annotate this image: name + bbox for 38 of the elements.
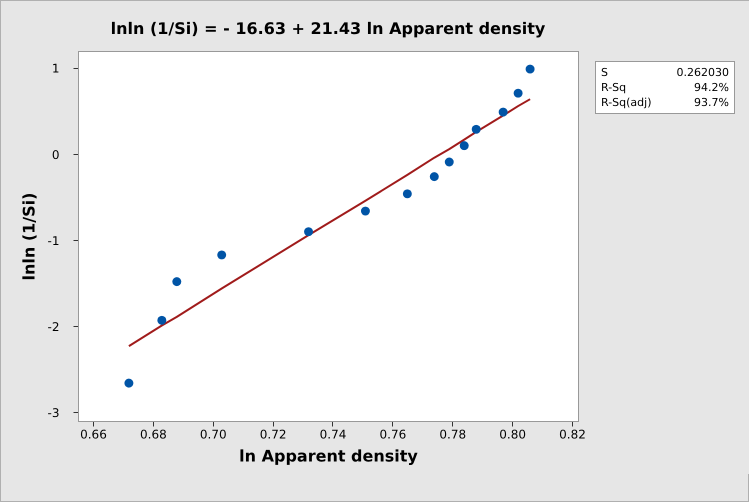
point bbox=[460, 141, 469, 150]
x-tick-label: 0.68 bbox=[140, 428, 167, 442]
y-tick-label: 0 bbox=[52, 148, 60, 162]
x-axis-title: ln Apparent density bbox=[239, 446, 418, 466]
x-tick-label: 0.78 bbox=[439, 428, 466, 442]
x-tick-label: 0.76 bbox=[380, 428, 406, 442]
x-tick-label: 0.82 bbox=[559, 428, 586, 442]
point bbox=[444, 158, 454, 166]
x-tick-label: 0.74 bbox=[320, 428, 346, 442]
x-tick-label: 0.70 bbox=[200, 428, 227, 442]
x-tick-label: 0.66 bbox=[80, 428, 107, 442]
point bbox=[157, 316, 166, 325]
point bbox=[124, 378, 134, 388]
point bbox=[304, 227, 314, 236]
point bbox=[402, 189, 412, 198]
point bbox=[172, 277, 182, 286]
x-tick-label: 0.80 bbox=[499, 428, 526, 442]
point bbox=[360, 206, 370, 216]
y-tick-label: 1 bbox=[52, 62, 60, 76]
text: 94.2% bbox=[694, 80, 729, 95]
text: S bbox=[601, 65, 608, 80]
point bbox=[430, 172, 439, 182]
text: 93.7% bbox=[694, 95, 729, 110]
point bbox=[498, 108, 508, 117]
x-tick-label: 0.72 bbox=[260, 428, 286, 442]
chart-title: lnln (1/Si) = - 16.63 + 21.43 ln Apparent density bbox=[110, 19, 546, 38]
y-tick-label: -3 bbox=[48, 406, 60, 420]
text: R-Sq bbox=[601, 80, 626, 95]
point bbox=[217, 250, 226, 260]
point bbox=[526, 64, 535, 74]
text: 0.262030 bbox=[676, 65, 729, 80]
text: R-Sq(adj) bbox=[601, 95, 652, 110]
y-tick-label: -1 bbox=[48, 234, 60, 248]
point bbox=[514, 88, 523, 98]
line-series bbox=[128, 98, 532, 348]
y-tick-label: -2 bbox=[48, 320, 60, 334]
y-axis-title: lnln (1/Si) bbox=[20, 192, 39, 280]
point bbox=[472, 124, 481, 134]
